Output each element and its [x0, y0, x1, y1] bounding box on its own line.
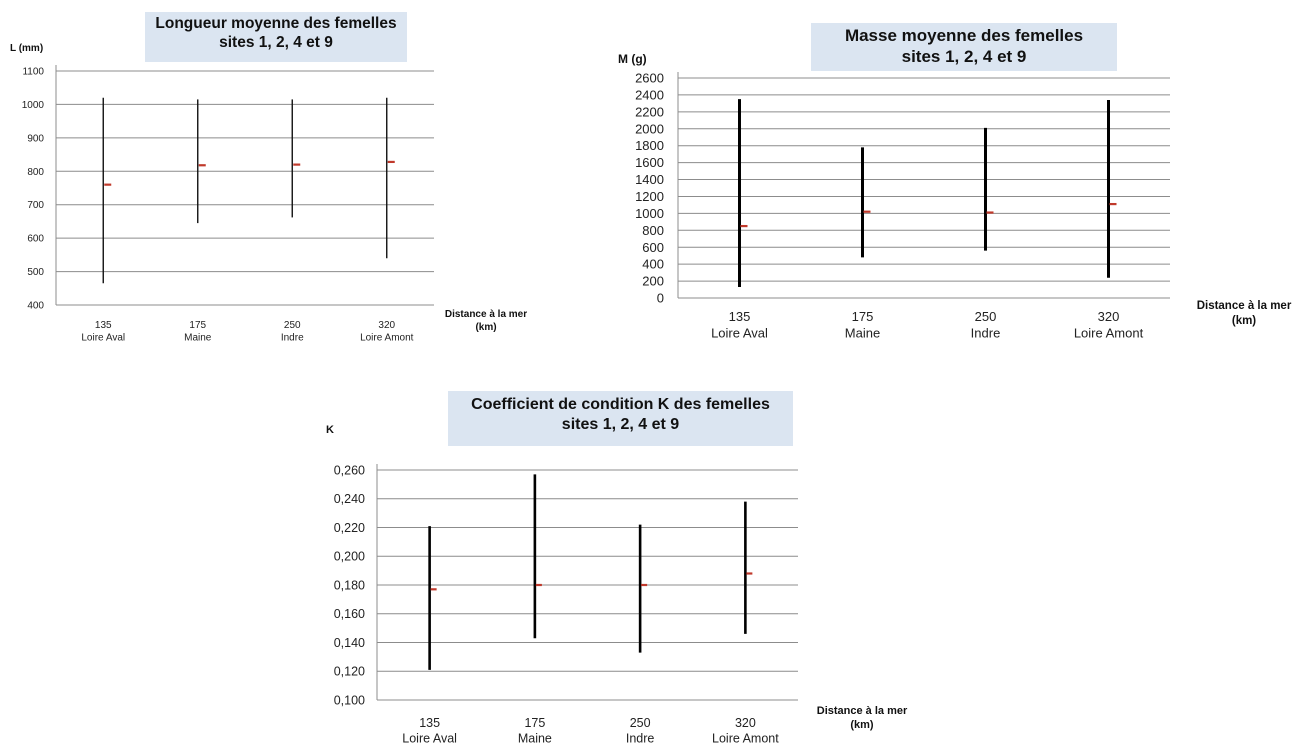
plot-area: 0 200 400 600 800 1000 1200 1400 1600 1800 2000 220… — [635, 71, 1170, 340]
x-tick-label: 250 — [284, 320, 301, 331]
x-tick-sublabel: Loire Amont — [1074, 325, 1144, 340]
x-tick-label: 135 — [729, 309, 751, 324]
y-tick-label: 0 — [657, 291, 664, 306]
y-tick-label: 2200 — [635, 104, 664, 119]
x-tick-sublabel: Loire Amont — [712, 732, 779, 746]
x-axis-label-line-2: (km) — [475, 322, 497, 333]
y-tick-label: 1000 — [22, 100, 45, 111]
chart-title-line-1: Masse moyenne des femelles — [844, 26, 1084, 45]
y-tick-label: 800 — [642, 223, 664, 238]
x-tick-label: 320 — [378, 320, 395, 331]
x-tick-label: 250 — [975, 309, 997, 324]
chart-title-line-2: sites 1, 2, 4 et 9 — [219, 34, 333, 52]
x-axis-label: Distance à la mer (km) — [802, 704, 922, 733]
y-axis-label: K — [326, 424, 334, 436]
plot-area: 400 500 600 700 800 900 1000 1100 135 Loire Aval 1… — [22, 65, 434, 344]
chart-title: Masse moyenne des femelles sites 1, 2, 4… — [811, 23, 1117, 71]
x-axis-label-line-2: (km) — [1231, 314, 1257, 327]
y-tick-label: 600 — [642, 240, 664, 255]
y-tick-label: 1400 — [635, 172, 664, 187]
x-tick-label: 320 — [735, 716, 756, 730]
chart-title-line-2: sites 1, 2, 4 et 9 — [561, 416, 680, 433]
x-tick-label: 320 — [1098, 309, 1120, 324]
y-tick-label: 0,240 — [334, 492, 365, 506]
y-tick-label: 500 — [27, 267, 44, 278]
x-tick-label: 135 — [419, 716, 440, 730]
x-tick-label: 175 — [189, 320, 206, 331]
chart-title-line-1: Coefficient de condition K des femelles — [471, 396, 770, 413]
y-tick-label: 0,220 — [334, 521, 365, 535]
plot-area: 0,100 0,120 0,140 0,160 0,180 0,200 0,220 0,240… — [334, 463, 798, 746]
x-tick-label: 250 — [630, 716, 651, 730]
y-tick-label: 0,100 — [334, 693, 365, 707]
y-tick-label: 400 — [642, 257, 664, 272]
x-tick-sublabel: Indre — [281, 333, 304, 344]
chart-title: Longueur moyenne des femelles sites 1, 2… — [145, 12, 407, 62]
y-axis-label: M (g) — [618, 52, 647, 66]
y-tick-label: 1600 — [635, 155, 664, 170]
x-tick-sublabel: Indre — [626, 732, 655, 746]
y-tick-label: 2000 — [635, 121, 664, 136]
y-tick-label: 2600 — [635, 71, 664, 86]
x-tick-label: 175 — [852, 309, 874, 324]
x-tick-sublabel: Loire Aval — [402, 732, 457, 746]
chart-masse: Masse moyenne des femelles sites 1, 2, 4… — [580, 0, 1309, 350]
y-tick-label: 0,120 — [334, 665, 365, 679]
y-tick-label: 0,200 — [334, 550, 365, 564]
x-tick-sublabel: Maine — [184, 333, 212, 344]
chart-title-line-1: Longueur moyenne des femelles — [155, 15, 397, 32]
x-axis-label-line-1: Distance à la mer — [816, 705, 908, 717]
x-tick-sublabel: Maine — [518, 732, 552, 746]
x-tick-sublabel: Maine — [845, 325, 880, 340]
x-axis-label-line-1: Distance à la mer — [1196, 300, 1292, 312]
y-tick-label: 0,140 — [334, 636, 365, 650]
y-tick-label: 700 — [27, 200, 44, 211]
x-tick-label: 175 — [524, 716, 545, 730]
x-axis-label: Distance à la mer (km) — [438, 308, 534, 334]
y-tick-label: 2400 — [635, 87, 664, 102]
chart-longueur: Longueur moyenne des femelles sites 1, 2… — [0, 0, 560, 350]
x-tick-sublabel: Loire Amont — [360, 333, 414, 344]
y-tick-label: 400 — [27, 301, 44, 312]
x-tick-label: 135 — [95, 320, 112, 331]
x-axis-label: Distance à la mer (km) — [1180, 299, 1308, 329]
x-axis-label-line-1: Distance à la mer — [444, 309, 528, 320]
y-tick-label: 1200 — [635, 189, 664, 204]
y-tick-label: 900 — [27, 133, 44, 144]
x-tick-sublabel: Loire Aval — [81, 333, 125, 344]
y-axis-label: L (mm) — [10, 43, 44, 54]
y-tick-label: 1100 — [22, 67, 44, 78]
y-tick-label: 0,160 — [334, 607, 365, 621]
y-tick-label: 800 — [27, 167, 44, 178]
y-tick-label: 1800 — [635, 138, 664, 153]
chart-coefficient-k: Coefficient de condition K des femelles … — [310, 385, 950, 746]
y-tick-label: 200 — [642, 274, 664, 289]
y-tick-label: 1000 — [635, 206, 664, 221]
x-axis-label-line-2: (km) — [850, 719, 874, 732]
x-tick-sublabel: Indre — [971, 325, 1001, 340]
y-tick-label: 0,180 — [334, 578, 365, 592]
y-tick-label: 600 — [27, 234, 44, 245]
x-tick-sublabel: Loire Aval — [711, 325, 768, 340]
y-tick-label: 0,260 — [334, 463, 365, 477]
chart-title: Coefficient de condition K des femelles … — [448, 391, 793, 446]
chart-title-line-2: sites 1, 2, 4 et 9 — [901, 47, 1027, 67]
